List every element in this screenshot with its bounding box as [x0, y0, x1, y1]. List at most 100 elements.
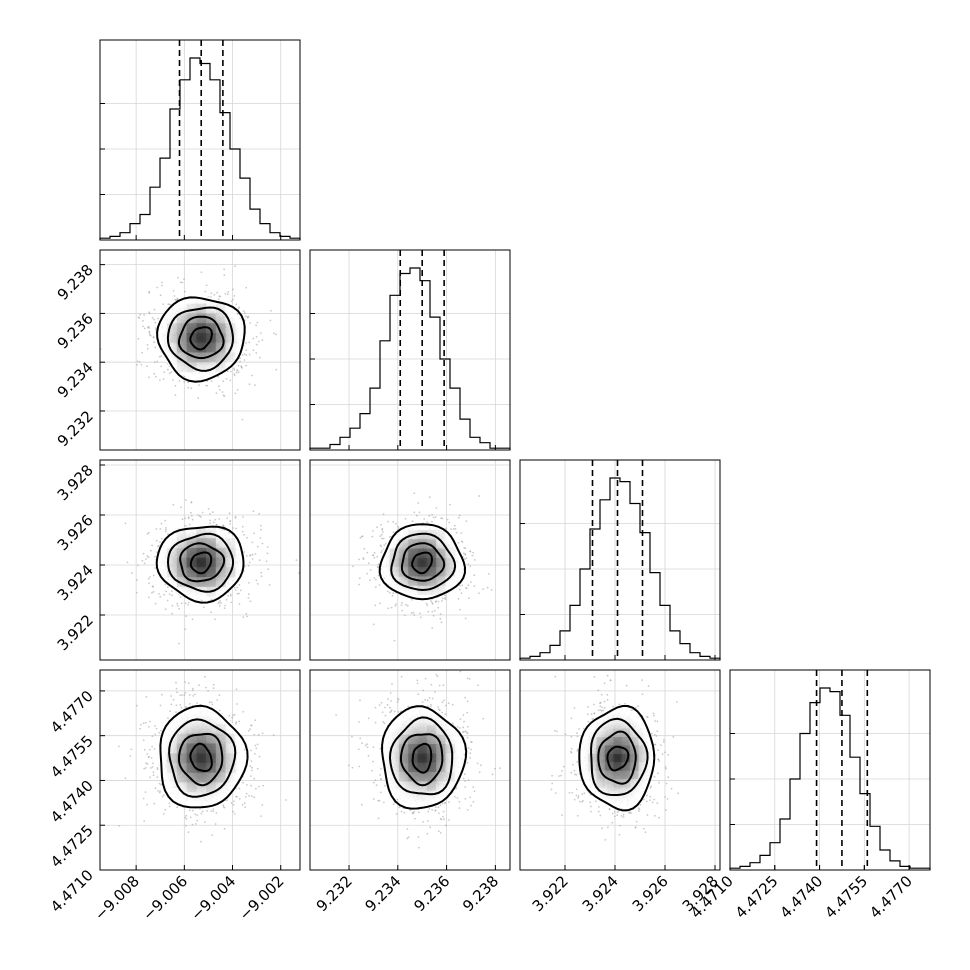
scatter-point [236, 369, 239, 372]
scatter-point [222, 380, 225, 383]
scatter-point [147, 756, 150, 759]
scatter-point [561, 770, 563, 772]
scatter-point [459, 670, 462, 673]
contour-line [411, 742, 433, 774]
scatter-point [233, 813, 236, 815]
scatter-point [380, 701, 383, 704]
scatter-point [464, 617, 467, 620]
scatter-point [164, 608, 167, 611]
scatter-point [441, 802, 444, 805]
scatter-point [272, 734, 275, 736]
scatter-point [378, 704, 381, 706]
scatter-point [381, 549, 384, 552]
scatter-point [400, 604, 403, 606]
scatter-point [371, 769, 373, 772]
density-cell [196, 743, 207, 754]
scatter-point [158, 592, 160, 595]
density-cell [196, 557, 207, 568]
scatter-point [168, 303, 171, 306]
scatter-point [658, 760, 661, 763]
scatter-point [413, 511, 416, 514]
scatter-point [647, 685, 650, 687]
scatter-point [335, 714, 337, 716]
density-cell [417, 734, 427, 745]
scatter-point [359, 537, 362, 539]
scatter-point [190, 511, 192, 514]
scatter-point [439, 613, 442, 616]
scatter-point [465, 520, 468, 523]
scatter-point [369, 579, 371, 582]
scatter-point [171, 594, 174, 597]
scatter-point [391, 683, 393, 685]
density-cell [389, 557, 399, 568]
scatter-point [487, 573, 490, 575]
scatter-point [390, 700, 392, 702]
scatter-point [229, 520, 232, 522]
scatter-point [192, 687, 194, 690]
scatter-point [466, 761, 469, 764]
contour-line [179, 542, 226, 583]
density-cell [225, 332, 236, 343]
scatter-point [201, 810, 204, 813]
scatter-point [160, 537, 163, 540]
scatter-point [218, 518, 221, 520]
density-cell [445, 567, 455, 577]
scatter-point [466, 725, 469, 728]
scatter-point [150, 549, 152, 552]
scatter-point [232, 288, 235, 291]
scatter-point [184, 628, 187, 631]
scatter-point [151, 585, 154, 587]
scatter-point [142, 739, 145, 742]
density-cell [196, 772, 207, 783]
density-cell [196, 762, 207, 773]
scatter-point [413, 492, 416, 495]
scatter-point [221, 391, 224, 393]
scatter-point [482, 588, 485, 590]
scatter-point [245, 784, 248, 786]
scatter-point [184, 602, 187, 605]
scatter-point [366, 746, 369, 749]
scatter-point [151, 317, 154, 319]
scatter-point [266, 552, 269, 555]
scatter-point [469, 565, 472, 568]
scatter-point [462, 714, 465, 716]
scatter-point [228, 714, 231, 717]
density-cell [436, 753, 446, 763]
scatter-point [436, 675, 439, 678]
scatter-point [124, 777, 127, 780]
scatter-point [261, 804, 264, 806]
scatter-point [377, 563, 380, 566]
density-cell [176, 313, 187, 324]
scatter-point [449, 503, 451, 506]
scatter-point [173, 295, 176, 297]
scatter-point [178, 380, 181, 382]
scatter-point [373, 577, 376, 579]
scatter-point [469, 752, 472, 755]
scatter-point [255, 324, 257, 327]
scatter-point [468, 597, 470, 600]
scatter-point [236, 389, 239, 391]
scatter-point [358, 765, 361, 768]
density-cell [389, 567, 399, 577]
scatter-point [139, 313, 142, 316]
scatter-point [367, 717, 370, 720]
scatter-point [434, 806, 437, 808]
density-cell [186, 547, 197, 558]
scatter-point [675, 701, 678, 703]
scatter-point [442, 818, 445, 821]
density-cell [196, 733, 207, 744]
scatter-point [403, 811, 406, 814]
scatter-point [576, 761, 579, 763]
scatter-point [269, 319, 272, 322]
scatter-point [259, 332, 262, 334]
scatter-point [154, 327, 157, 329]
density-cell [215, 723, 226, 734]
scatter-point [215, 523, 218, 526]
scatter-point [251, 558, 254, 560]
scatter-point [148, 376, 150, 379]
scatter-point [253, 796, 256, 799]
scatter-point [162, 303, 165, 306]
density-cell [436, 529, 446, 540]
scatter-point [235, 303, 238, 306]
scatter-point [233, 586, 236, 589]
